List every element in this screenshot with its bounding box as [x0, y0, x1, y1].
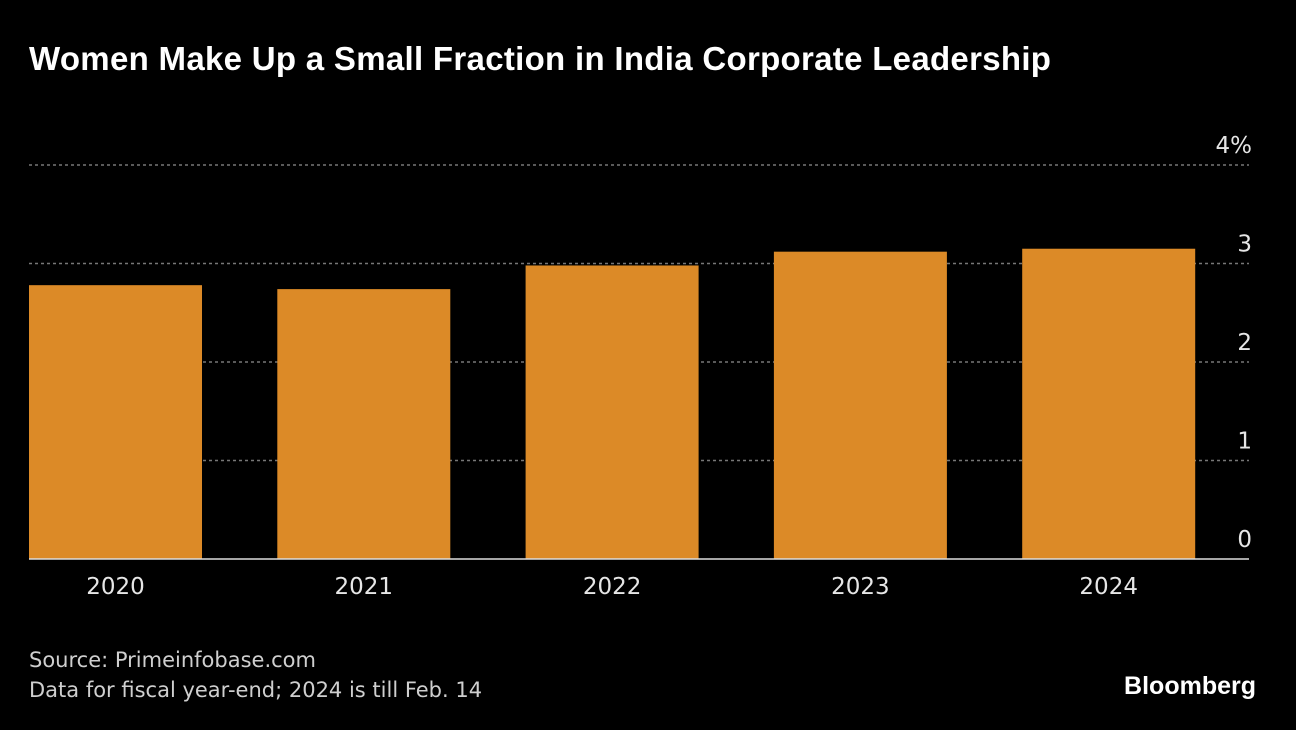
- bar-2020: [29, 285, 202, 559]
- chart-title: Women Make Up a Small Fraction in India …: [29, 40, 1052, 77]
- bar-2022: [525, 265, 699, 559]
- x-tick-label: 2021: [335, 574, 394, 600]
- bar-2021: [277, 289, 451, 559]
- x-tick-label: 2023: [831, 574, 890, 600]
- x-tick-label: 2022: [583, 574, 642, 600]
- data-note: Data for fiscal year-end; 2024 is till F…: [29, 678, 483, 702]
- bloomberg-logo: Bloomberg: [1124, 672, 1256, 700]
- bar-2023: [773, 251, 947, 559]
- x-tick-label: 2024: [1079, 574, 1138, 600]
- y-tick-label: 0: [1237, 527, 1252, 553]
- source-note: Source: Primeinfobase.com: [29, 648, 316, 672]
- y-tick-label: 2: [1237, 330, 1252, 356]
- x-tick-label: 2020: [86, 574, 145, 600]
- y-tick-label: 1: [1237, 429, 1252, 455]
- bar-2024: [1022, 248, 1196, 559]
- y-tick-label: 4%: [1216, 133, 1253, 159]
- y-tick-label: 3: [1237, 232, 1252, 258]
